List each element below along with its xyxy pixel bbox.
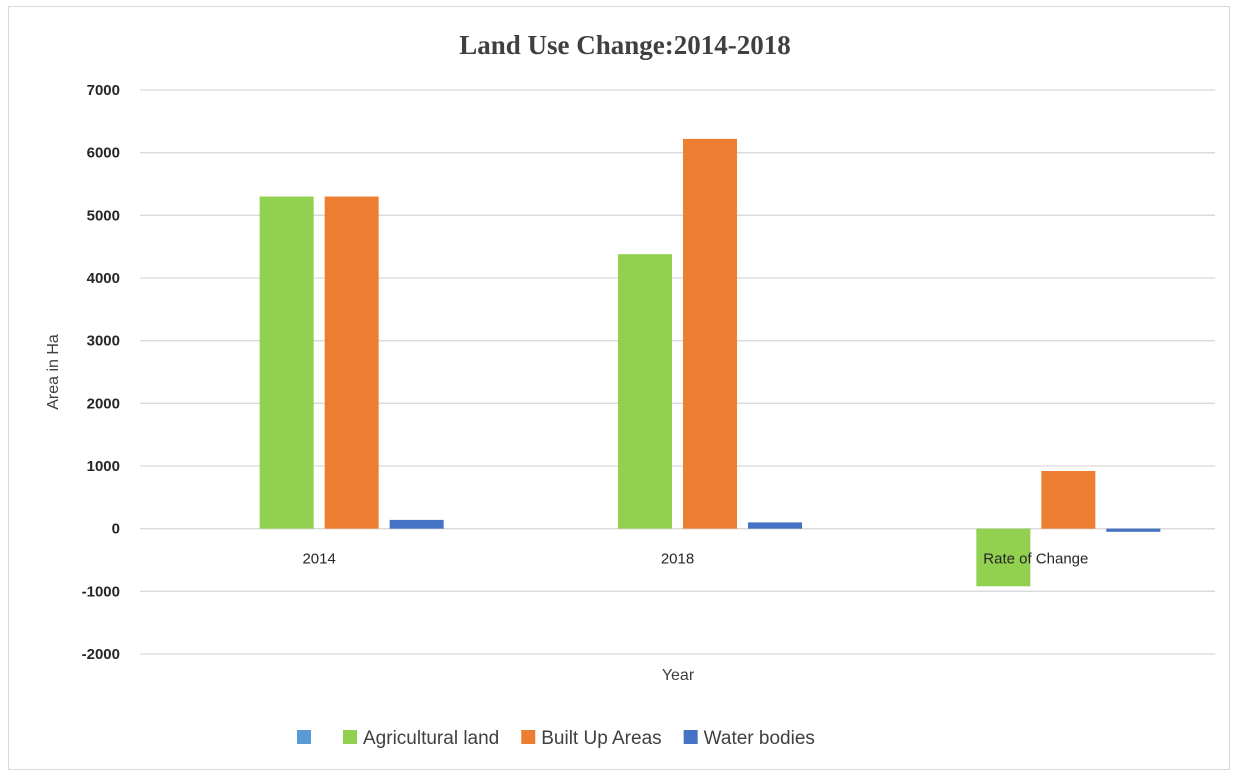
legend-label: Built Up Areas [541,728,661,749]
bar-water-bodies [389,519,444,529]
y-tick-label: 4000 [87,270,120,287]
y-tick-label: -2000 [82,646,120,663]
category-label: Rate of Change [983,551,1088,568]
bar-agricultural-land [259,196,314,529]
category-label: 2014 [302,551,335,568]
y-tick-label: 0 [112,521,120,538]
category-labels: 2014 2018 Rate of Change [302,551,1088,568]
bar-agricultural-land [976,528,1031,587]
legend-label: Water bodies [704,728,815,749]
legend-label: Agricultural land [363,728,499,749]
y-tick-label: -1000 [82,583,120,600]
y-tick-label: 6000 [87,145,120,162]
bar-water-bodies [1106,528,1161,532]
legend-swatch [683,730,698,744]
legend-swatch [343,730,357,744]
legend-swatch [297,730,311,744]
y-tick-labels: 7000 6000 5000 4000 3000 2000 1000 0 -1000 -2000 [82,82,120,663]
bars [259,138,1161,587]
y-tick-label: 5000 [87,207,120,224]
bar-built-up-areas [324,196,379,529]
y-tick-label: 7000 [87,82,120,99]
bar-water-bodies [748,522,802,529]
x-axis-title: Year [662,667,695,684]
legend: Agricultural land Built Up Areas Water bod… [297,728,815,749]
category-label: 2018 [661,551,694,568]
bar-built-up-areas [1041,471,1096,529]
legend-swatch [521,730,536,744]
chart-title: Land Use Change:2014-2018 [459,30,791,60]
gridlines [140,89,1215,655]
y-tick-label: 1000 [87,458,120,475]
y-axis-title: Area in Ha [45,334,62,410]
y-tick-label: 2000 [87,395,120,412]
bar-built-up-areas [683,138,737,529]
bar-agricultural-land [618,254,672,529]
y-tick-label: 3000 [87,333,120,350]
